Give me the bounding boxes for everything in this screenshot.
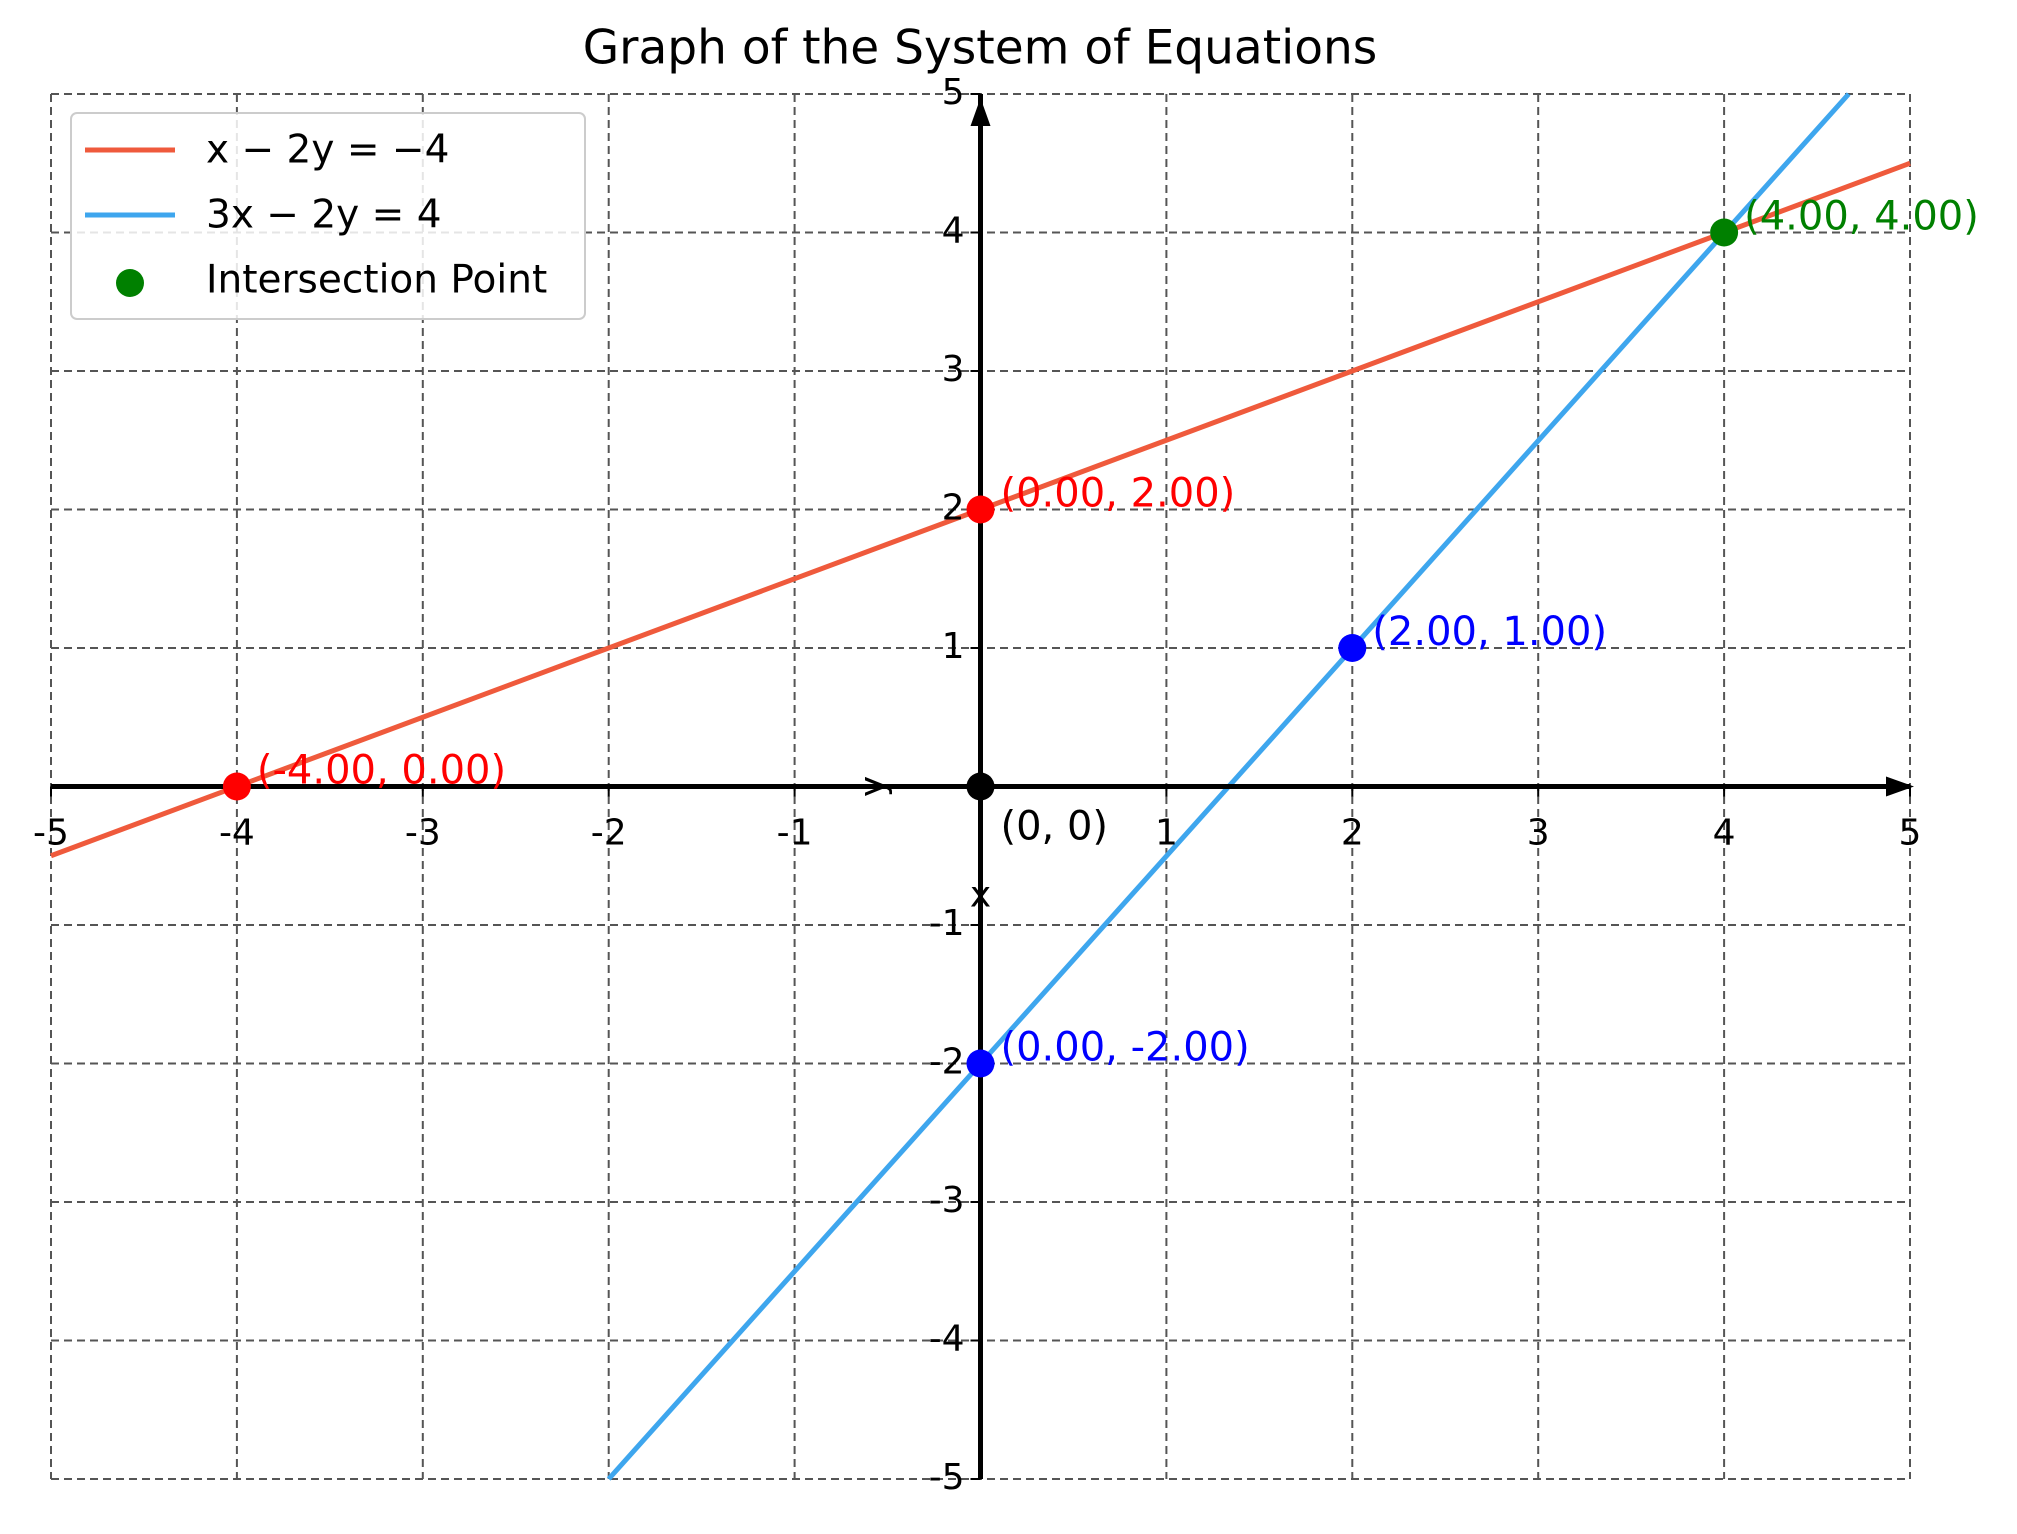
legend-box: [70, 112, 586, 320]
point: [1338, 634, 1367, 662]
legend-label: Intersection Point: [206, 258, 547, 303]
y-tick-label: 3: [942, 349, 965, 390]
x-tick-label: -3: [405, 813, 441, 854]
x-tick-label: 1: [1155, 813, 1178, 854]
y-tick-label: 4: [942, 211, 965, 252]
x-tick-label: -1: [777, 813, 813, 854]
point-label: (0, 0): [1001, 804, 1109, 850]
legend-label: 3x − 2y = 4: [206, 193, 442, 238]
point: [966, 772, 995, 801]
point-label: (2.00, 1.00): [1372, 609, 1607, 655]
y-tick-label: -4: [929, 1319, 965, 1360]
legend-marker: [116, 269, 144, 297]
point: [222, 772, 251, 801]
x-tick-label: 2: [1341, 813, 1364, 854]
point: [1710, 218, 1739, 247]
point-label: (4.00, 4.00): [1744, 194, 1979, 240]
y-tick-label: -1: [929, 903, 965, 944]
y-axis-arrow: [970, 98, 991, 126]
x-tick-label: 4: [1713, 813, 1736, 854]
y-axis-label: y: [853, 776, 894, 797]
chart-title: Graph of the System of Equations: [583, 21, 1378, 76]
y-tick-label: 2: [942, 488, 965, 529]
point-label: (0.00, 2.00): [1001, 471, 1236, 517]
y-tick-label: 5: [942, 72, 965, 113]
x-axis-arrow: [1886, 776, 1914, 797]
point-label: (0.00, -2.00): [1001, 1025, 1250, 1071]
point: [966, 1049, 995, 1078]
y-tick-label: -2: [929, 1042, 965, 1083]
y-tick-label: 1: [942, 626, 965, 667]
x-tick-label: 3: [1527, 813, 1550, 854]
y-tick-label: -5: [929, 1457, 965, 1498]
x-axis-label: x: [970, 875, 991, 916]
legend: x − 2y = −4 3x − 2y = 4 Intersection Point: [70, 112, 586, 320]
x-tick-label: -4: [219, 813, 255, 854]
legend-label: x − 2y = −4: [206, 128, 449, 173]
x-tick-label: -2: [591, 813, 627, 854]
x-tick-label: 5: [1899, 813, 1922, 854]
point: [966, 495, 995, 524]
x-tick-label: -5: [33, 813, 69, 854]
point-label: (-4.00, 0.00): [257, 748, 506, 794]
y-tick-label: -3: [929, 1180, 965, 1221]
